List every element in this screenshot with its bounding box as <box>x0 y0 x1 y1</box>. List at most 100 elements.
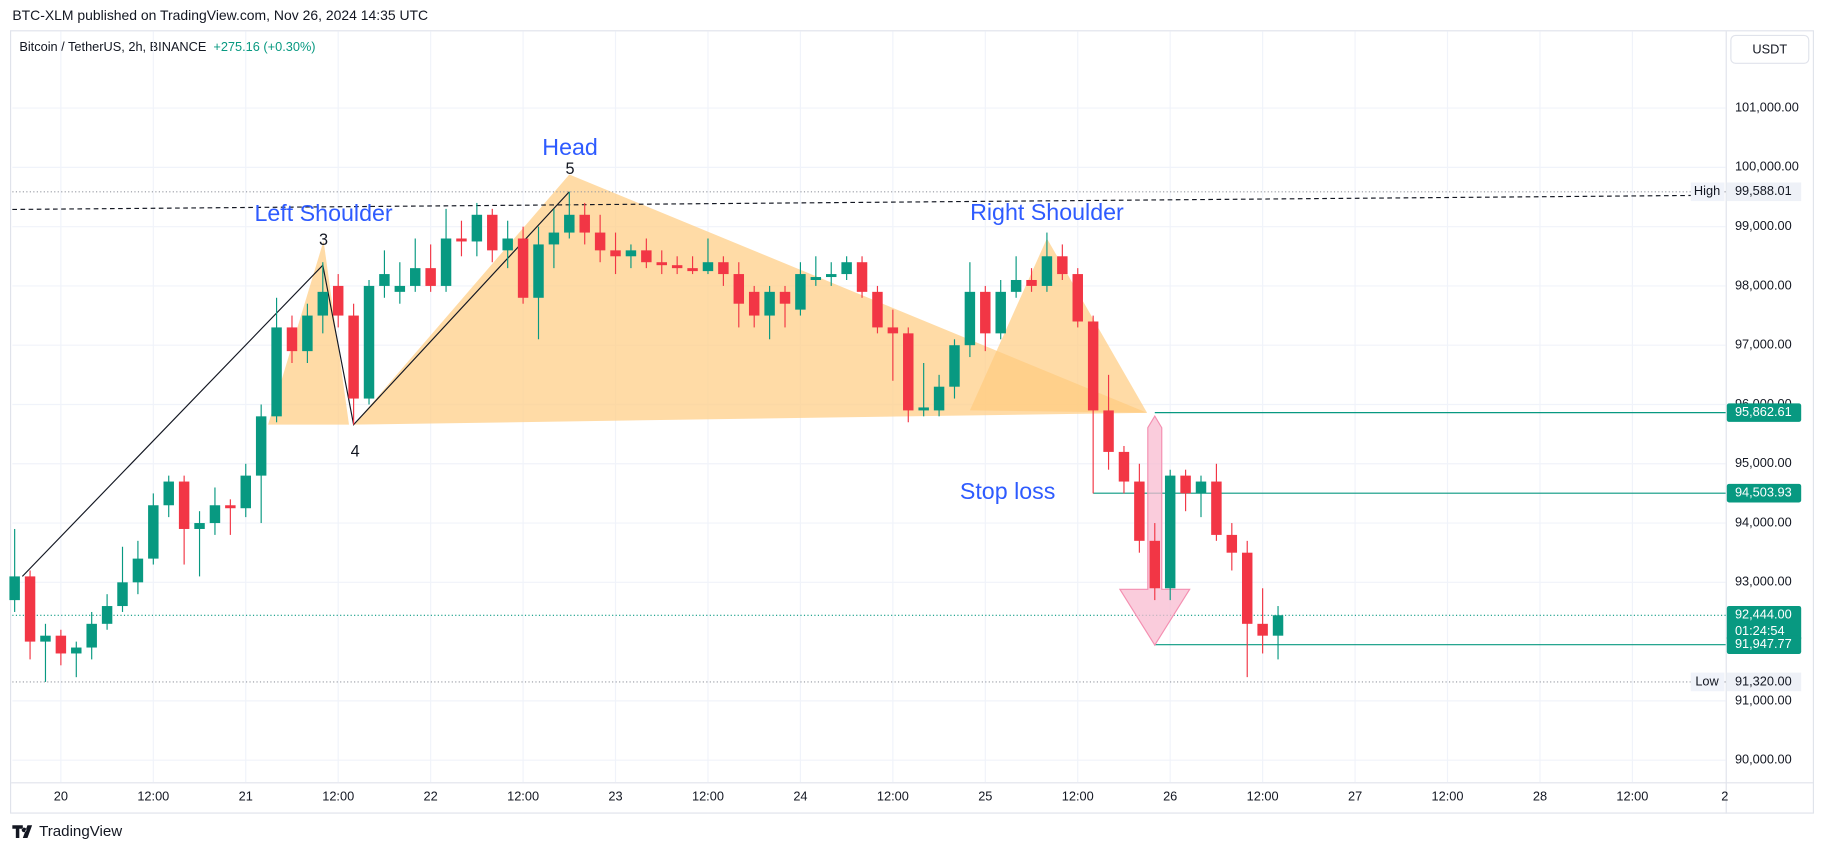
price-label: 94,503.93 <box>1735 485 1792 500</box>
x-tick-label: 26 <box>1163 789 1177 804</box>
annotation: Left Shoulder <box>254 200 392 226</box>
candle-body <box>980 291 991 334</box>
annotation: Head <box>542 134 598 160</box>
candle-body <box>40 635 51 642</box>
candle-body <box>748 291 760 316</box>
x-tick-label: 12:00 <box>692 789 724 804</box>
candle-body <box>656 262 667 266</box>
candle-body <box>71 647 82 654</box>
x-tick-label: 12:00 <box>137 789 169 804</box>
y-tick-label: 99,000.00 <box>1735 218 1792 233</box>
candle-body <box>949 345 960 387</box>
annotation: Right Shoulder <box>970 199 1124 225</box>
candle-body <box>718 262 729 275</box>
y-tick-label: 100,000.00 <box>1735 159 1799 174</box>
y-tick-label: 93,000.00 <box>1735 574 1792 589</box>
price-label-box <box>1726 635 1802 655</box>
candle-body <box>1241 552 1253 624</box>
candle-body <box>887 327 899 334</box>
candle-body <box>194 523 205 529</box>
price-label: 95,862.61 <box>1735 404 1792 419</box>
candle-body <box>625 250 637 257</box>
candle-body <box>671 265 683 269</box>
candle-body <box>610 250 621 257</box>
x-tick-label: 20 <box>54 789 68 804</box>
price-tag: High <box>1694 183 1720 198</box>
price-tag: Low <box>1695 673 1719 688</box>
footer-logo <box>12 825 33 839</box>
candle-body <box>24 576 36 642</box>
candle-body <box>317 291 329 316</box>
candle-body <box>995 291 1006 334</box>
currency-label[interactable]: USDT <box>1752 41 1787 56</box>
y-tick-label: 98,000.00 <box>1735 277 1792 292</box>
price-label: 92,444.00 <box>1735 607 1792 622</box>
price-label: 91,947.77 <box>1735 636 1792 651</box>
candle-body <box>425 268 436 286</box>
chart-frame <box>10 30 1814 814</box>
candle-body <box>363 285 375 399</box>
symbol-info: Bitcoin / TetherUS, 2h, BINANCE <box>19 39 206 54</box>
candle-body <box>1257 623 1268 636</box>
price-tag-box <box>1690 182 1725 202</box>
x-tick-label: 12:00 <box>322 789 354 804</box>
x-tick-label: 2 <box>1721 789 1728 804</box>
candle-body <box>687 268 698 272</box>
logo-mark <box>12 825 33 839</box>
candle-body <box>795 274 806 310</box>
price-label-box <box>1726 182 1802 202</box>
candle-body <box>1087 321 1099 411</box>
x-tick-label: 25 <box>978 789 992 804</box>
candle-body <box>1195 481 1207 494</box>
candle-body <box>302 315 313 352</box>
zigzag-line <box>21 191 570 577</box>
candle-body <box>1057 256 1068 275</box>
price-label-box <box>1726 605 1802 641</box>
candle-body <box>225 505 236 509</box>
candle-body <box>86 623 97 648</box>
candle-body <box>841 262 852 275</box>
price-change: +275.16 (+0.30%) <box>213 39 315 54</box>
candle-body <box>810 277 822 280</box>
candle-body <box>394 285 406 292</box>
candle-body <box>564 214 575 233</box>
currency-button[interactable] <box>1730 34 1810 64</box>
x-tick-label: 27 <box>1348 789 1362 804</box>
candle-body <box>286 327 298 352</box>
price-label: 99,588.01 <box>1735 183 1792 198</box>
candle-body <box>271 327 282 417</box>
candle-body <box>332 285 344 316</box>
candle-body <box>1272 615 1284 636</box>
x-tick-label: 12:00 <box>877 789 909 804</box>
annotation: Stop loss <box>960 478 1056 504</box>
candle-body <box>379 274 390 286</box>
candle-body <box>55 635 67 654</box>
candle-body <box>117 582 128 607</box>
candle-body <box>1041 256 1053 286</box>
footer-brand: TradingView <box>39 823 122 840</box>
candle-body <box>487 214 498 251</box>
x-tick-label: 12:00 <box>507 789 539 804</box>
x-tick-label: 28 <box>1533 789 1547 804</box>
x-tick-label: 21 <box>239 789 253 804</box>
annotation: 5 <box>566 160 575 178</box>
y-tick-label: 97,000.00 <box>1735 337 1792 352</box>
candle-body <box>702 262 714 272</box>
price-label-box <box>1726 483 1802 503</box>
candle-body <box>502 238 513 251</box>
y-tick-label: 101,000.00 <box>1735 99 1799 114</box>
candle-body <box>872 291 883 328</box>
candle-body <box>1211 481 1222 535</box>
candle-body <box>594 232 606 251</box>
candle-body <box>1226 534 1238 553</box>
candle-body <box>1134 481 1145 541</box>
x-tick-label: 12:00 <box>1616 789 1648 804</box>
x-tick-label: 12:00 <box>1062 789 1094 804</box>
candle-body <box>764 291 775 316</box>
candle-body <box>1072 274 1083 322</box>
candle-body <box>1010 279 1022 292</box>
price-label-box <box>1726 672 1802 692</box>
candle-body <box>1149 540 1161 589</box>
y-tick-label: 90,000.00 <box>1735 752 1792 767</box>
